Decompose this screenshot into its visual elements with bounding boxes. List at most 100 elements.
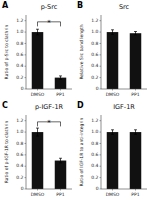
y-tick-label: 1.0 bbox=[16, 129, 23, 134]
y-tick bbox=[100, 20, 102, 21]
error-cap bbox=[59, 79, 62, 80]
y-tick bbox=[25, 77, 27, 78]
error-bar bbox=[59, 158, 62, 163]
y-tick-label: 1.2 bbox=[91, 18, 98, 23]
bracket-left bbox=[37, 122, 38, 127]
y-tick bbox=[25, 54, 27, 55]
y-tick bbox=[25, 43, 27, 44]
x-tick bbox=[112, 189, 113, 191]
y-tick bbox=[100, 89, 102, 90]
error-bar bbox=[134, 32, 137, 35]
y-tick-label: 0.8 bbox=[91, 41, 98, 46]
y-tick bbox=[25, 20, 27, 21]
error-line bbox=[37, 29, 38, 35]
x-tick-label: PP1 bbox=[131, 92, 139, 97]
error-bar bbox=[111, 30, 114, 35]
error-bar bbox=[36, 29, 39, 35]
x-tick bbox=[37, 89, 38, 91]
bar bbox=[55, 161, 67, 189]
error-cap bbox=[36, 29, 39, 30]
y-axis bbox=[101, 15, 102, 89]
y-axis bbox=[26, 15, 27, 89]
x-tick-label: DMSO bbox=[31, 92, 45, 97]
y-tick bbox=[25, 143, 27, 144]
x-axis bbox=[26, 189, 72, 190]
y-tick-label: 1.2 bbox=[16, 118, 23, 123]
y-label: Ratio of p-Src to clathrin bbox=[4, 24, 9, 79]
figure: 0 0.2 0.4 0.6 0.8 1.0 1.2 DMSO PP1 p-Src Ratio of … bbox=[0, 0, 150, 200]
y-tick bbox=[100, 54, 102, 55]
bar bbox=[107, 132, 119, 189]
y-tick bbox=[100, 32, 102, 33]
y-tick bbox=[100, 66, 102, 67]
x-tick bbox=[60, 189, 61, 191]
y-tick-label: 0.2 bbox=[16, 75, 23, 80]
title: Src bbox=[119, 3, 130, 11]
y-tick bbox=[100, 177, 102, 178]
error-bar bbox=[111, 130, 114, 135]
x-tick-label: DMSO bbox=[106, 192, 120, 197]
y-tick-label: 0.8 bbox=[16, 141, 23, 146]
y-tick-label: 0.4 bbox=[16, 163, 23, 168]
title: p-Src bbox=[41, 3, 58, 11]
error-line bbox=[135, 130, 136, 135]
y-tick-label: 0.6 bbox=[91, 152, 98, 157]
y-tick bbox=[100, 189, 102, 190]
y-tick-label: 0 bbox=[21, 186, 24, 191]
y-tick bbox=[25, 66, 27, 67]
error-cap bbox=[134, 129, 137, 130]
x-tick-label: PP1 bbox=[56, 92, 64, 97]
error-cap bbox=[111, 29, 114, 30]
error-line bbox=[37, 128, 38, 136]
error-line bbox=[112, 30, 113, 35]
error-bar bbox=[36, 128, 39, 136]
significance: * bbox=[47, 19, 51, 27]
bar bbox=[130, 33, 142, 89]
x-tick-label: PP1 bbox=[56, 192, 64, 197]
error-cap bbox=[36, 128, 39, 129]
y-tick bbox=[25, 177, 27, 178]
y-tick bbox=[100, 77, 102, 78]
error-bar bbox=[59, 76, 62, 79]
y-tick bbox=[100, 143, 102, 144]
x-tick bbox=[60, 89, 61, 91]
page: {"chart_data": [ {"type": "bar", "title"… bbox=[0, 0, 150, 200]
bracket-right bbox=[60, 22, 61, 27]
bar bbox=[55, 78, 67, 89]
y-tick-label: 0.6 bbox=[91, 52, 98, 57]
y-tick-label: 0.4 bbox=[91, 63, 98, 68]
error-cap bbox=[111, 129, 114, 130]
bars bbox=[107, 30, 142, 89]
bar bbox=[32, 132, 44, 189]
panel-label: C bbox=[2, 101, 8, 110]
x-tick bbox=[135, 189, 136, 191]
error-cap bbox=[59, 75, 62, 76]
y-tick-label: 0.8 bbox=[16, 41, 23, 46]
bars bbox=[32, 128, 67, 189]
y-tick-label: 0 bbox=[96, 86, 99, 91]
title: IGF-1R bbox=[113, 103, 135, 111]
y-tick-label: 0.4 bbox=[16, 63, 23, 68]
error-cap bbox=[59, 162, 62, 163]
x-axis bbox=[101, 189, 147, 190]
error-cap bbox=[111, 34, 114, 35]
bar bbox=[32, 32, 44, 89]
y-tick-label: 1.2 bbox=[91, 118, 98, 123]
y-tick-label: 0.2 bbox=[91, 175, 98, 180]
y-tick-label: 1.0 bbox=[91, 29, 98, 34]
error-cap bbox=[59, 158, 62, 159]
y-tick-label: 0.8 bbox=[91, 141, 98, 146]
y-tick bbox=[25, 189, 27, 190]
y-tick bbox=[25, 166, 27, 167]
x-axis bbox=[101, 89, 147, 90]
error-bar bbox=[134, 130, 137, 135]
y-tick-label: 0 bbox=[21, 86, 24, 91]
y-axis bbox=[26, 115, 27, 189]
error-line bbox=[112, 130, 113, 135]
x-tick bbox=[112, 89, 113, 91]
x-tick bbox=[135, 89, 136, 91]
error-cap bbox=[36, 136, 39, 137]
panel-label: A bbox=[2, 1, 9, 10]
y-tick-label: 0.4 bbox=[91, 163, 98, 168]
y-axis bbox=[101, 115, 102, 189]
